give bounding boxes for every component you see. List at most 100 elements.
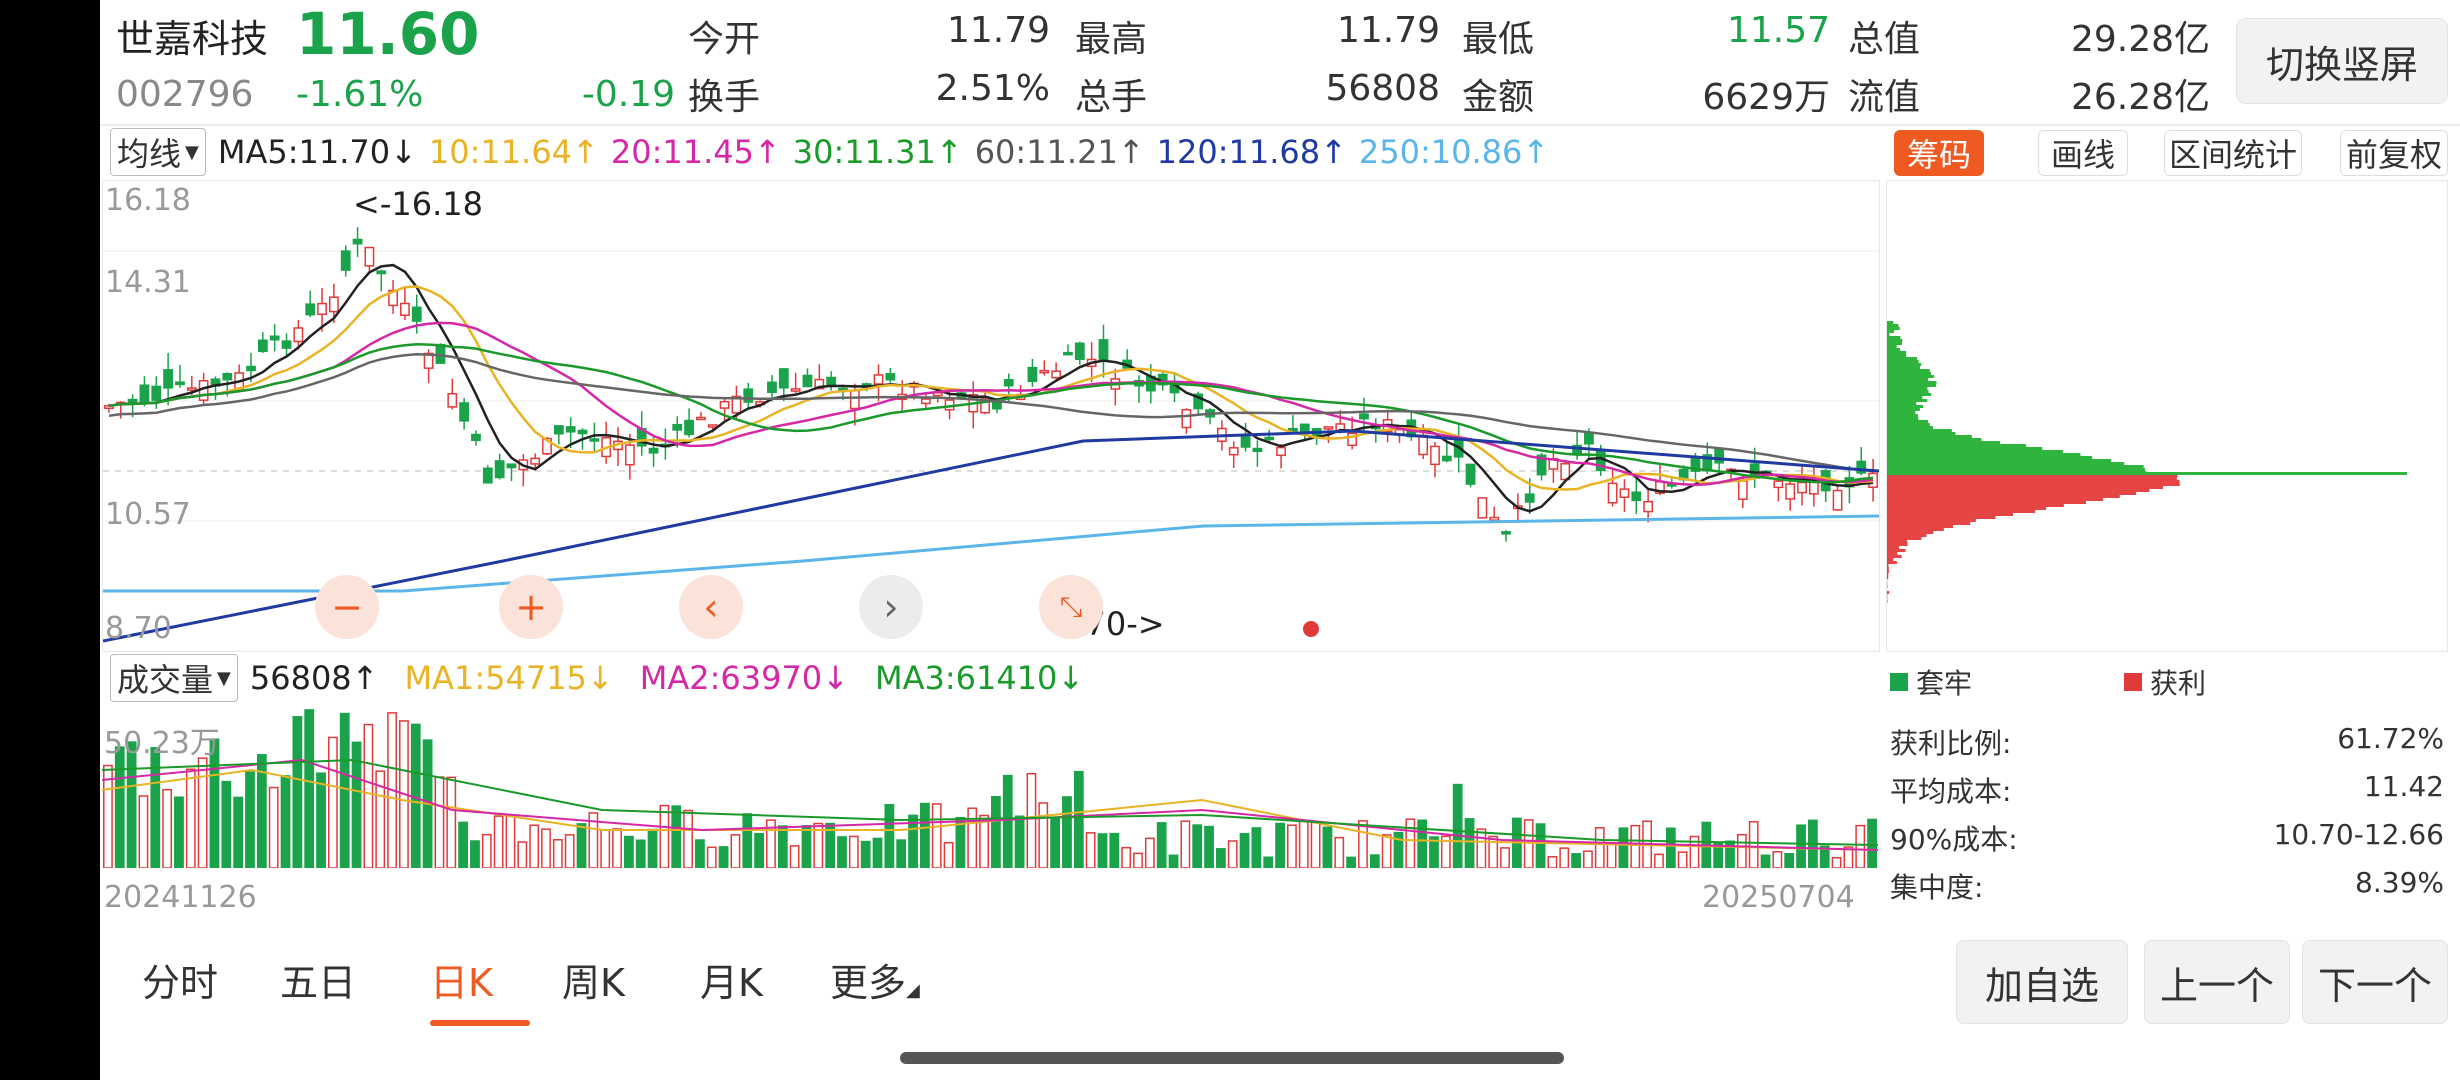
stock-detail-screen: 世嘉科技 11.60 002796 -1.61% -0.19 今开 11.79 … [100,0,2460,1080]
next-button[interactable]: 下一个 [2302,940,2448,1024]
volume-bar [967,807,978,869]
tab-monthly-k[interactable]: 月K [700,961,763,1005]
previous-button[interactable]: 上一个 [2144,940,2290,1024]
candle-body [1276,446,1286,457]
candle-body [1584,432,1594,445]
volume-bar [1192,824,1203,869]
chip-bar [1887,405,1924,408]
volume-bar [1831,856,1842,869]
volume-bar [114,746,125,869]
stock-price: 11.60 [296,0,480,68]
chip-bar [1887,534,1927,537]
kline-svg [102,227,1880,643]
volume-bar [1346,856,1357,869]
price-axis-top: 16.18 [105,183,191,218]
volume-bar [1062,796,1072,869]
price-axis-third: 10.57 [105,497,191,532]
chip-bar [1887,360,1919,363]
date-start: 20241126 [104,880,257,915]
volume-bar [1796,824,1806,869]
volume-bar [706,846,717,869]
ma250-value: 250:10.86↑ [1358,133,1550,171]
volume-bar [1014,815,1025,869]
switch-portrait-button[interactable]: 切换竖屏 [2236,18,2448,104]
candle-body [696,416,706,421]
tab-intraday[interactable]: 分时 [142,961,219,1005]
scroll-right-button[interactable]: › [859,575,923,639]
candle-body [246,365,256,372]
candle-body [281,340,292,349]
turnover-value: 2.51% [935,68,1050,109]
tab-chips[interactable]: 筹码 [1894,130,1984,176]
volume-bar [1227,840,1238,869]
volume-bar [1085,832,1096,869]
tab-daily-k[interactable]: 日K [430,961,493,1005]
volume-bar [659,804,670,869]
event-dot[interactable] [1303,621,1319,637]
home-indicator [900,1052,1564,1064]
volume-bar [695,839,705,869]
candle-body [577,429,588,435]
candle-body [175,381,185,386]
chip-bar [1887,366,1921,369]
tab-range-stats[interactable]: 区间统计 [2164,130,2302,176]
tab-more[interactable]: 更多◢ [830,952,920,1007]
volume-bar [872,837,883,869]
volume-bar [1630,824,1641,869]
volume-bar [470,840,480,869]
chip-distribution-svg [1887,321,2407,603]
trapped-label: 套牢 [1916,667,1973,700]
candle-body [1252,447,1263,453]
volume-bar [943,841,954,869]
candle-body [648,447,659,454]
chip-bar [1887,492,2137,495]
chip-bar [1887,357,1918,360]
candle-body [1193,393,1204,410]
zoom-in-button[interactable]: + [499,575,563,639]
tab-draw-line[interactable]: 画线 [2038,130,2128,176]
chip-bar [1887,486,2163,489]
scroll-left-button[interactable]: ‹ [679,575,743,639]
ma30-value: 30:11.31↑ [792,133,963,171]
volume-bar [1748,820,1759,869]
chip-bar [1887,387,1928,390]
volume-bar [493,815,504,869]
candle-body [684,419,694,436]
candle-body [1098,339,1109,361]
candle-body [1347,432,1358,447]
tab-forward-adjust[interactable]: 前复权 [2340,130,2448,176]
candle-body [151,385,162,401]
volume-bar [1026,772,1037,869]
ma-selector[interactable]: 均线 ▼ [110,128,206,176]
add-watchlist-button[interactable]: 加自选 [1956,940,2128,1024]
candle-body [707,424,718,428]
volume-bar [1523,819,1534,869]
candle-body [1323,426,1334,430]
volume-bar [1571,853,1581,869]
vol-ma3-line [101,758,1879,846]
volume-bar [1369,854,1380,869]
volume-selector[interactable]: 成交量 ▼ [110,654,238,702]
legend-profit: 获利 [2124,662,2206,702]
candle-body [1619,488,1630,499]
tab-weekly-k[interactable]: 周K [562,961,625,1005]
volume-bar [1559,847,1570,869]
candle-body [317,302,327,316]
chip-bar [1887,444,2027,447]
chip-bar [1887,393,1932,396]
candle-body [305,303,316,316]
volume-bar [1275,822,1285,869]
volume-bar [517,841,528,869]
volume-bar [1215,848,1226,869]
ma20-line [108,321,1874,487]
stock-code: 002796 [116,74,254,115]
chip-bar [1887,381,1937,384]
volume-chart[interactable]: 50.23万 [101,700,1879,869]
chip-bar [1887,531,1934,534]
collapse-icon[interactable]: ⤡ [1039,575,1103,639]
candle-body [1773,480,1784,489]
tab-five-day[interactable]: 五日 [280,961,357,1005]
zoom-out-button[interactable]: − [315,575,379,639]
kline-chart[interactable]: 16.18 14.31 10.57 8.70 <-16.18 8.70-> − … [102,180,1880,652]
profit-label: 获利 [2150,667,2207,700]
